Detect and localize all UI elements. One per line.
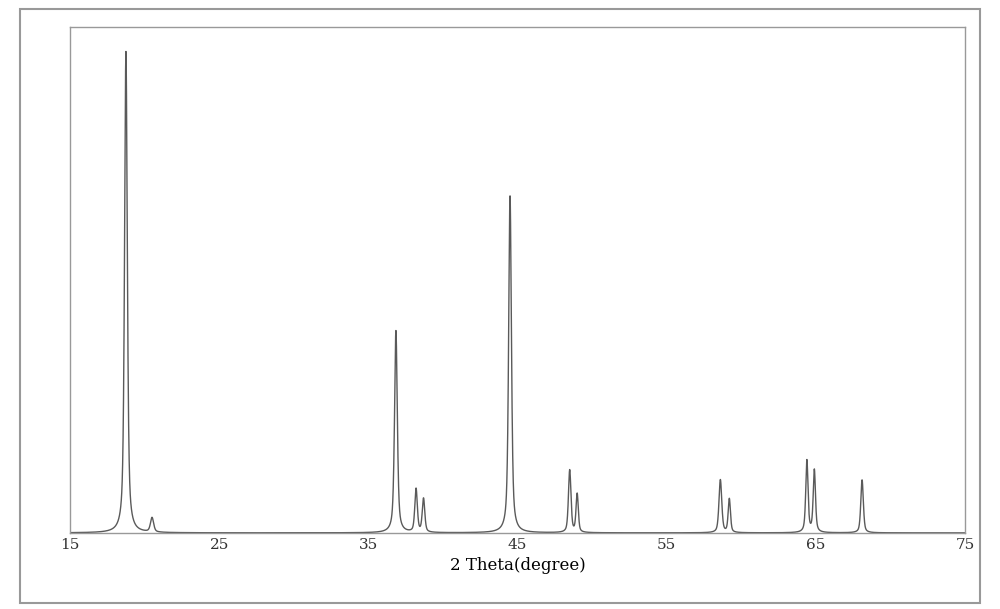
X-axis label: 2 Theta(degree): 2 Theta(degree): [450, 557, 585, 574]
